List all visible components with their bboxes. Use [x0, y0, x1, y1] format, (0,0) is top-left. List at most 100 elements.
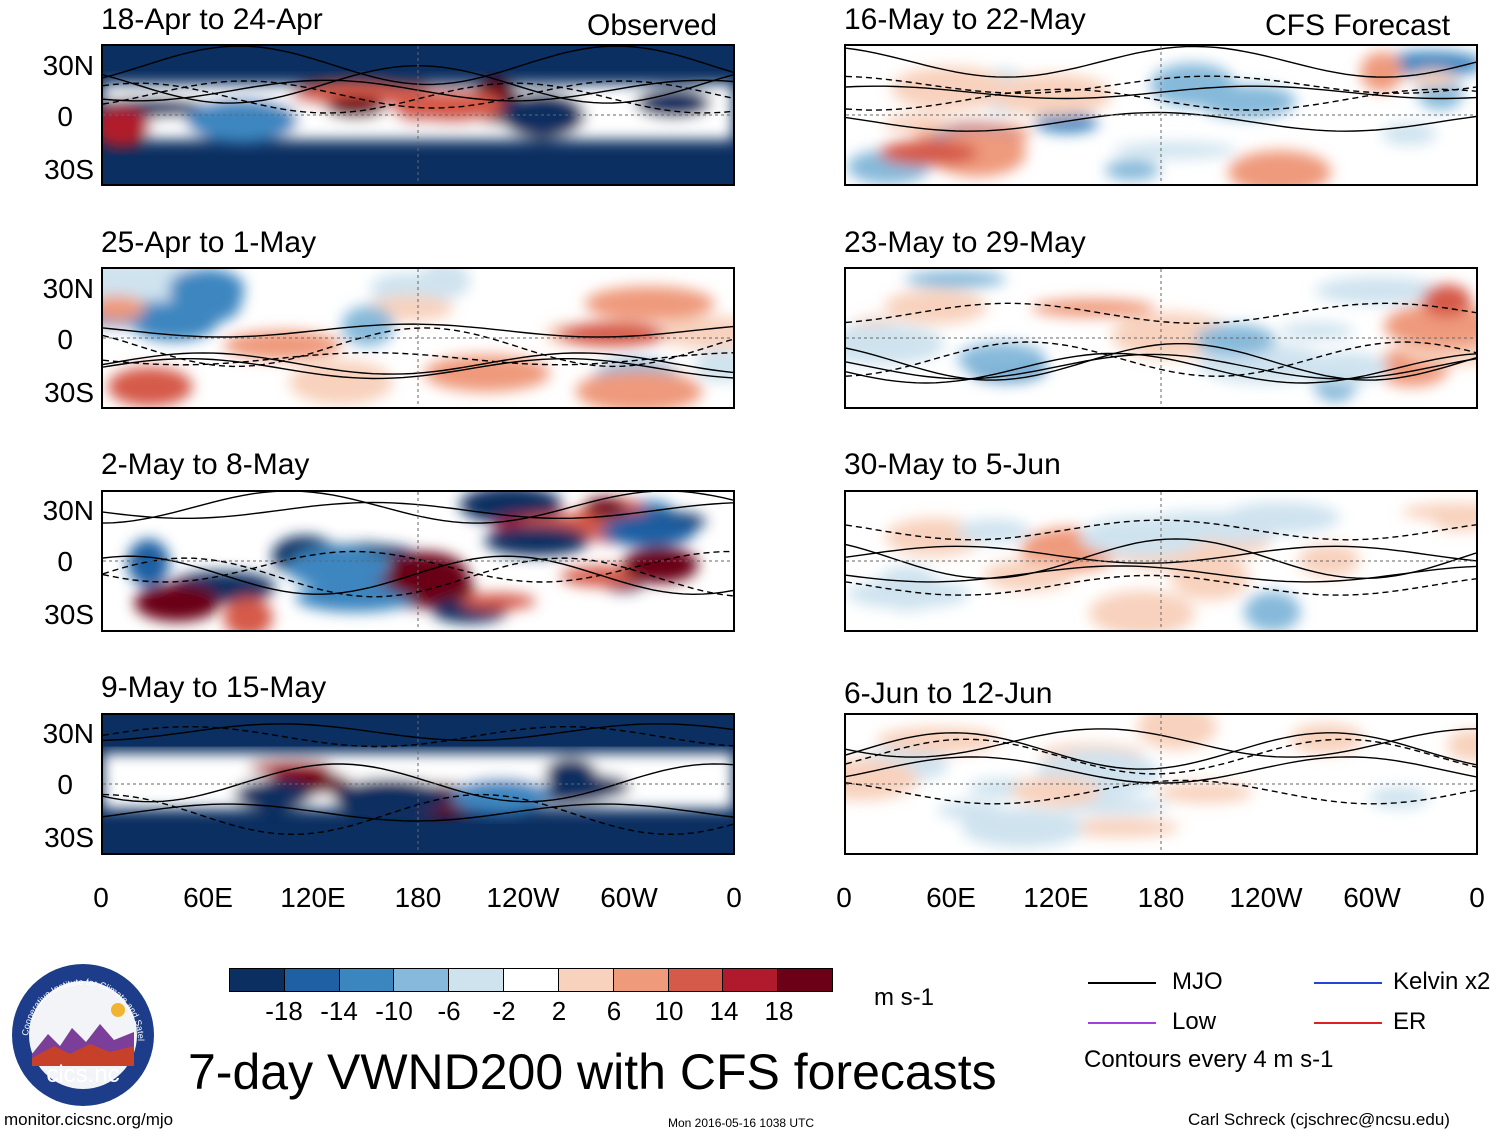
anomaly-blob — [290, 79, 421, 108]
anomaly-blob — [127, 539, 170, 587]
map-panel — [844, 267, 1478, 409]
anomaly-blob — [545, 757, 597, 790]
legend-line-mjo — [1088, 982, 1156, 984]
panel-title: 6-Jun to 12-Jun — [844, 677, 1053, 710]
anomaly-blob — [957, 342, 1046, 376]
anomaly-blob — [424, 354, 551, 392]
colorbar-tick-label: 14 — [709, 996, 739, 1026]
contour-line — [103, 725, 733, 748]
anomaly-blob — [1157, 781, 1254, 804]
contour-line — [846, 88, 1476, 111]
anomaly-blob — [1010, 776, 1101, 807]
y-tick-label: 0 — [57, 769, 73, 800]
x-tick-label: 60W — [600, 882, 658, 913]
panel-title: 18-Apr to 24-Apr — [101, 3, 323, 36]
colorbar-swatch — [777, 969, 832, 991]
y-tick-label: 30S — [44, 377, 94, 408]
anomaly-blob — [1446, 729, 1476, 762]
y-tick-label: 30N — [42, 718, 94, 749]
y-tick-label: 0 — [57, 101, 73, 132]
legend-line-er — [1314, 1022, 1382, 1024]
anomaly-blob — [961, 807, 1084, 848]
contour-line — [846, 545, 1476, 564]
anomaly-blob — [286, 546, 389, 589]
colorbar-tick-label: 2 — [551, 996, 567, 1026]
figure-title: 7-day VWND200 with CFS forecasts — [188, 1044, 997, 1100]
legend-label-kelvin: Kelvin x2 — [1393, 968, 1491, 995]
legend-label-mjo: MJO — [1172, 968, 1223, 995]
forecast-label: CFS Forecast — [1265, 9, 1451, 42]
y-tick-label: 30S — [44, 822, 94, 853]
x-tick-label: 120W — [1229, 882, 1303, 913]
anomaly-blob — [168, 269, 245, 310]
anomaly-blob — [622, 546, 699, 584]
anomaly-blob — [904, 270, 1007, 288]
colorbar — [229, 968, 833, 992]
y-tick-label: 30N — [42, 273, 94, 304]
anomaly-blob — [382, 551, 469, 600]
legend-label-low: Low — [1172, 1008, 1217, 1035]
colorbar-swatch — [393, 969, 449, 991]
anomaly-blob — [1062, 818, 1180, 838]
anomaly-blob — [103, 295, 146, 321]
legend-line-low — [1088, 1022, 1156, 1024]
anomaly-blob — [878, 139, 978, 166]
colorbar-swatch — [338, 969, 394, 991]
colorbar-swatch — [612, 969, 668, 991]
contour-line — [103, 557, 733, 598]
anomaly-blob — [846, 758, 920, 801]
map-field — [103, 46, 733, 184]
anomaly-blob — [1197, 84, 1297, 119]
anomaly-blob — [1031, 299, 1156, 318]
anomaly-blob — [289, 359, 394, 405]
anomaly-blob — [1079, 516, 1205, 557]
anomaly-blob — [107, 367, 193, 407]
map-panel — [844, 44, 1478, 186]
anomaly-blob — [103, 105, 151, 149]
anomaly-blob — [1034, 113, 1099, 133]
anomaly-blob — [654, 316, 733, 349]
map-panel — [101, 267, 735, 409]
anomaly-blob — [295, 583, 417, 612]
contour-line — [103, 492, 733, 524]
x-tick-label: 0 — [1469, 882, 1485, 913]
anomaly-blob — [1194, 324, 1276, 356]
contour-line — [846, 738, 1476, 775]
anomaly-blob — [694, 348, 733, 383]
colorbar-swatch — [448, 969, 504, 991]
anomaly-blob — [234, 779, 313, 810]
anomaly-blob — [450, 778, 552, 815]
map-panel — [101, 44, 735, 186]
cics-logo: Cooperative Institute for Climate and Sa… — [7, 954, 156, 1108]
units-label: m s-1 — [874, 984, 934, 1011]
anomaly-blob — [990, 73, 1112, 117]
map-panel — [101, 490, 735, 632]
legend-label-er: ER — [1393, 1008, 1427, 1035]
colorbar-swatch — [722, 969, 778, 991]
y-tick-label: 30S — [44, 154, 94, 185]
y-tick-label: 30N — [42, 50, 94, 81]
anomaly-blob — [884, 289, 988, 325]
anomaly-blob — [1227, 150, 1332, 184]
x-tick-label: 120E — [1023, 882, 1089, 913]
colorbar-tick-label: -14 — [320, 996, 358, 1026]
contour-line — [103, 327, 733, 368]
colorbar-tick-label: 10 — [654, 996, 684, 1026]
footer-url[interactable]: monitor.cicsnc.org/mjo — [4, 1110, 174, 1129]
anomaly-blob — [957, 519, 1031, 544]
anomaly-blob — [223, 330, 342, 361]
panel-title: 25-Apr to 1-May — [101, 226, 317, 259]
contour-line — [846, 343, 1476, 381]
y-tick-label: 30N — [42, 495, 94, 526]
anomaly-blob — [984, 559, 1074, 591]
contour-line — [103, 793, 733, 836]
x-tick-label: 60E — [183, 882, 233, 913]
map-field — [846, 492, 1476, 630]
map-field — [103, 492, 733, 630]
colorbar-swatch — [503, 969, 558, 991]
anomaly-blob — [418, 269, 471, 300]
x-tick-label: 0 — [93, 882, 109, 913]
colorbar-tick-label: -2 — [492, 996, 516, 1026]
anomaly-blob — [1198, 521, 1279, 543]
observed-label: Observed — [587, 9, 718, 42]
